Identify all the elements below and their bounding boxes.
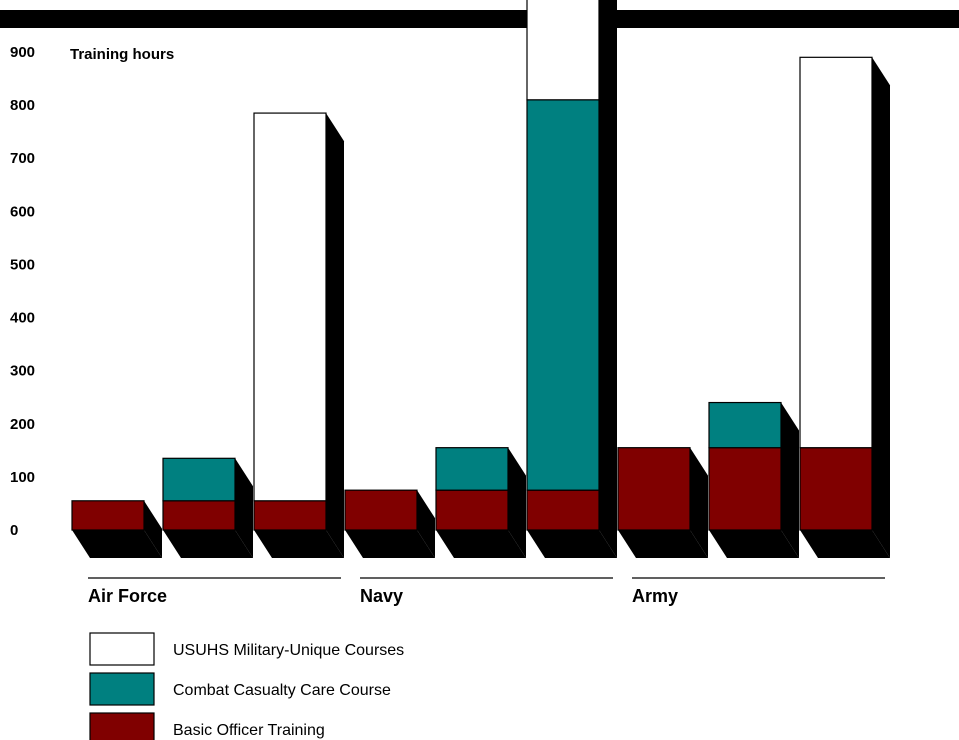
bar-floor-shadow — [527, 530, 617, 558]
bar-segment-basic-officer-training — [344, 489, 418, 531]
legend-label-basic-officer-training: Basic Officer Training — [173, 722, 325, 739]
bar-segment-combat-casualty-care-course — [708, 401, 782, 449]
y-tick-label-100: 100 — [10, 469, 35, 486]
group-labels: Air Force Navy Army — [88, 577, 885, 606]
bar-segment-basic-officer-training — [708, 447, 782, 531]
y-tick-label-500: 500 — [10, 256, 35, 273]
bar-segment-basic-officer-training — [617, 447, 691, 531]
y-tick-label-900: 900 — [10, 44, 35, 61]
group-label-air-force: Air Force — [88, 586, 167, 606]
group-label-navy: Navy — [360, 586, 403, 606]
y-tick-label-300: 300 — [10, 363, 35, 380]
bar-side-face — [599, 0, 617, 558]
bar-segment-combat-casualty-care-course — [435, 447, 509, 491]
bar-segment-basic-officer-training — [435, 489, 509, 531]
legend: USUHS Military-Unique Courses Combat Casu… — [89, 632, 404, 740]
bars — [71, 0, 890, 559]
bar-side-face — [781, 402, 799, 558]
y-tick-label-200: 200 — [10, 416, 35, 433]
bar-side-face — [690, 447, 708, 558]
y-tick-label-400: 400 — [10, 310, 35, 327]
y-tick-label-600: 600 — [10, 203, 35, 220]
legend-swatch-usuhs-military-unique-courses — [89, 632, 155, 666]
bar-2 — [162, 457, 253, 558]
bar-segment-usuhs-military-unique-courses — [526, 0, 600, 101]
bar-6 — [526, 0, 617, 558]
legend-swatch-combat-casualty-care-course — [89, 672, 155, 706]
legend-label-usuhs-military-unique-courses: USUHS Military-Unique Courses — [173, 642, 404, 659]
bar-side-face — [235, 458, 253, 558]
bar-side-face — [417, 490, 435, 558]
bar-segment-combat-casualty-care-course — [526, 99, 600, 491]
bar-floor-shadow — [254, 530, 344, 558]
bar-floor-shadow — [709, 530, 799, 558]
bar-8 — [708, 401, 799, 558]
bar-floor-shadow — [436, 530, 526, 558]
bar-side-face — [872, 57, 890, 559]
bar-3 — [253, 112, 344, 559]
y-ticks: 0 100 200 300 400 500 600 700 800 900 — [10, 44, 35, 539]
bar-floor-shadow — [618, 530, 708, 558]
y-tick-label-0: 0 — [10, 522, 18, 539]
legend-swatch-basic-officer-training — [89, 712, 155, 740]
y-axis-label: Training hours — [70, 46, 174, 63]
group-label-army: Army — [632, 586, 678, 606]
y-tick-label-700: 700 — [10, 150, 35, 167]
bar-floor-shadow — [800, 530, 890, 558]
bar-segment-basic-officer-training — [71, 500, 145, 531]
bar-floor-shadow — [345, 530, 435, 558]
top-banner — [0, 10, 959, 28]
bar-segment-basic-officer-training — [526, 489, 600, 531]
bar-side-face — [144, 500, 162, 558]
bar-floor-shadow — [72, 530, 162, 558]
bar-segment-basic-officer-training — [799, 447, 873, 531]
legend-label-combat-casualty-care-course: Combat Casualty Care Course — [173, 682, 391, 699]
bar-floor-shadow — [163, 530, 253, 558]
bar-9 — [799, 56, 890, 559]
bar-side-face — [508, 447, 526, 558]
bar-7 — [617, 447, 708, 558]
y-tick-label-800: 800 — [10, 97, 35, 114]
bar-segment-combat-casualty-care-course — [162, 457, 236, 502]
bar-5 — [435, 447, 526, 558]
bar-segment-basic-officer-training — [253, 500, 327, 531]
bar-segment-basic-officer-training — [162, 500, 236, 531]
bar-segment-usuhs-military-unique-courses — [799, 56, 873, 449]
bar-1 — [71, 500, 162, 558]
bar-segment-usuhs-military-unique-courses — [253, 112, 327, 502]
bar-4 — [344, 489, 435, 558]
bar-side-face — [326, 113, 344, 559]
